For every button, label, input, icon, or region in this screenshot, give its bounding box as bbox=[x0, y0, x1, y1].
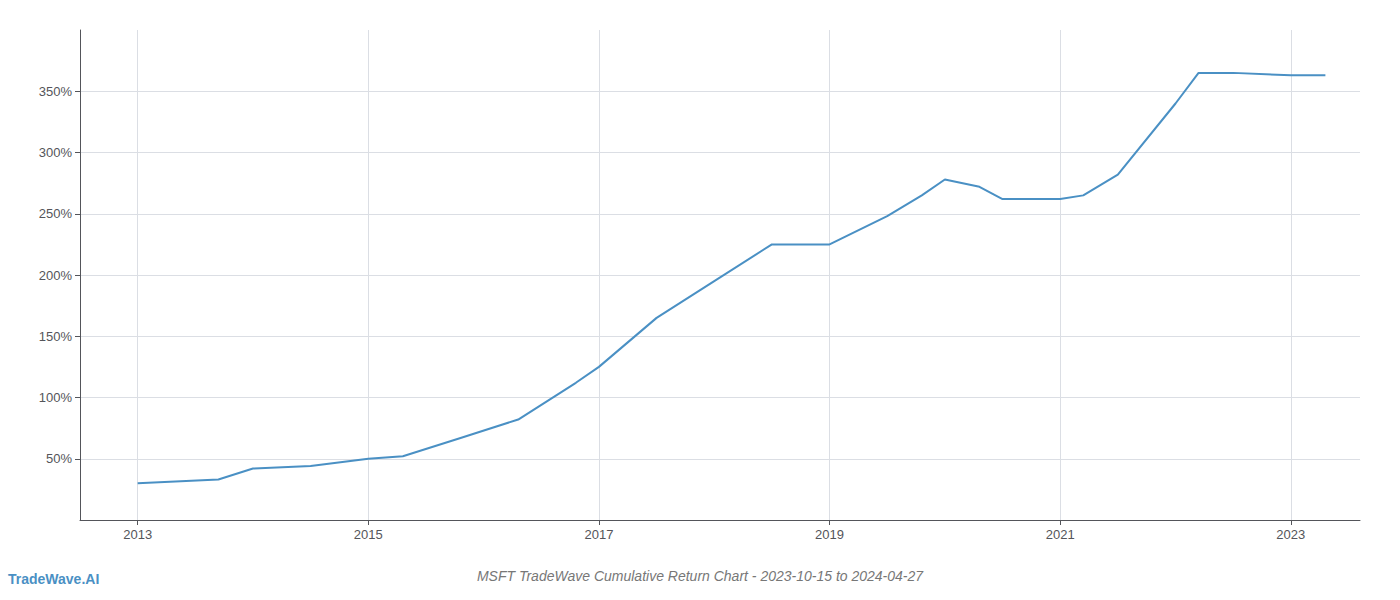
svg-text:2015: 2015 bbox=[354, 527, 383, 542]
svg-text:100%: 100% bbox=[39, 390, 73, 405]
svg-text:MSFT TradeWave Cumulative Retu: MSFT TradeWave Cumulative Return Chart -… bbox=[477, 568, 924, 584]
svg-text:50%: 50% bbox=[46, 451, 72, 466]
svg-text:2019: 2019 bbox=[815, 527, 844, 542]
svg-text:350%: 350% bbox=[39, 84, 73, 99]
svg-text:200%: 200% bbox=[39, 268, 73, 283]
svg-text:300%: 300% bbox=[39, 145, 73, 160]
svg-text:2023: 2023 bbox=[1276, 527, 1305, 542]
svg-text:250%: 250% bbox=[39, 206, 73, 221]
svg-text:2013: 2013 bbox=[123, 527, 152, 542]
svg-text:2017: 2017 bbox=[584, 527, 613, 542]
svg-text:2021: 2021 bbox=[1046, 527, 1075, 542]
svg-text:TradeWave.AI: TradeWave.AI bbox=[8, 571, 99, 587]
svg-text:150%: 150% bbox=[39, 329, 73, 344]
